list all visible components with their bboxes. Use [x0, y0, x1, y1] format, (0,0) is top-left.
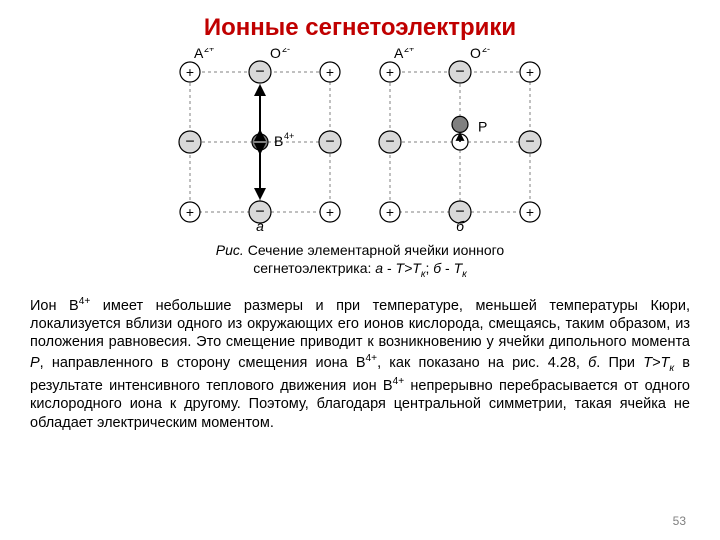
svg-text:2-: 2- — [482, 48, 490, 54]
svg-text:−: − — [325, 134, 334, 151]
figure-caption: Рис. Сечение элементарной ячейки ионного… — [30, 242, 690, 281]
svg-text:2+: 2+ — [404, 48, 414, 54]
svg-text:+: + — [186, 64, 194, 80]
body-paragraph: Ион В4+ имеет небольшие размеры и при те… — [30, 295, 690, 433]
svg-text:O: O — [470, 48, 481, 61]
svg-text:+: + — [386, 204, 394, 220]
svg-text:−: − — [185, 134, 194, 151]
svg-text:+: + — [326, 204, 334, 220]
svg-text:2-: 2- — [282, 48, 290, 54]
svg-text:−: − — [525, 134, 534, 151]
svg-text:B: B — [274, 133, 283, 149]
svg-text:O: O — [270, 48, 281, 61]
figure: ++++−−−−B4+A2+O2-а++++−−−−PA2+O2-б — [30, 48, 690, 238]
svg-text:+: + — [326, 64, 334, 80]
svg-text:A: A — [394, 48, 404, 61]
page-number: 53 — [673, 514, 686, 528]
svg-text:−: − — [455, 64, 464, 81]
svg-text:а: а — [256, 218, 264, 233]
caption-ris: Рис. — [216, 242, 244, 258]
svg-text:+: + — [526, 204, 534, 220]
figure-svg: ++++−−−−B4+A2+O2-а++++−−−−PA2+O2-б — [170, 48, 550, 233]
svg-text:−: − — [255, 64, 264, 81]
svg-text:б: б — [456, 218, 465, 233]
svg-text:A: A — [194, 48, 204, 61]
svg-text:P: P — [478, 118, 487, 134]
svg-text:+: + — [186, 204, 194, 220]
svg-text:4+: 4+ — [284, 131, 294, 141]
svg-text:+: + — [526, 64, 534, 80]
slide-title: Ионные сегнетоэлектрики — [30, 14, 690, 42]
svg-text:−: − — [385, 134, 394, 151]
svg-text:+: + — [386, 64, 394, 80]
svg-text:2+: 2+ — [204, 48, 214, 54]
